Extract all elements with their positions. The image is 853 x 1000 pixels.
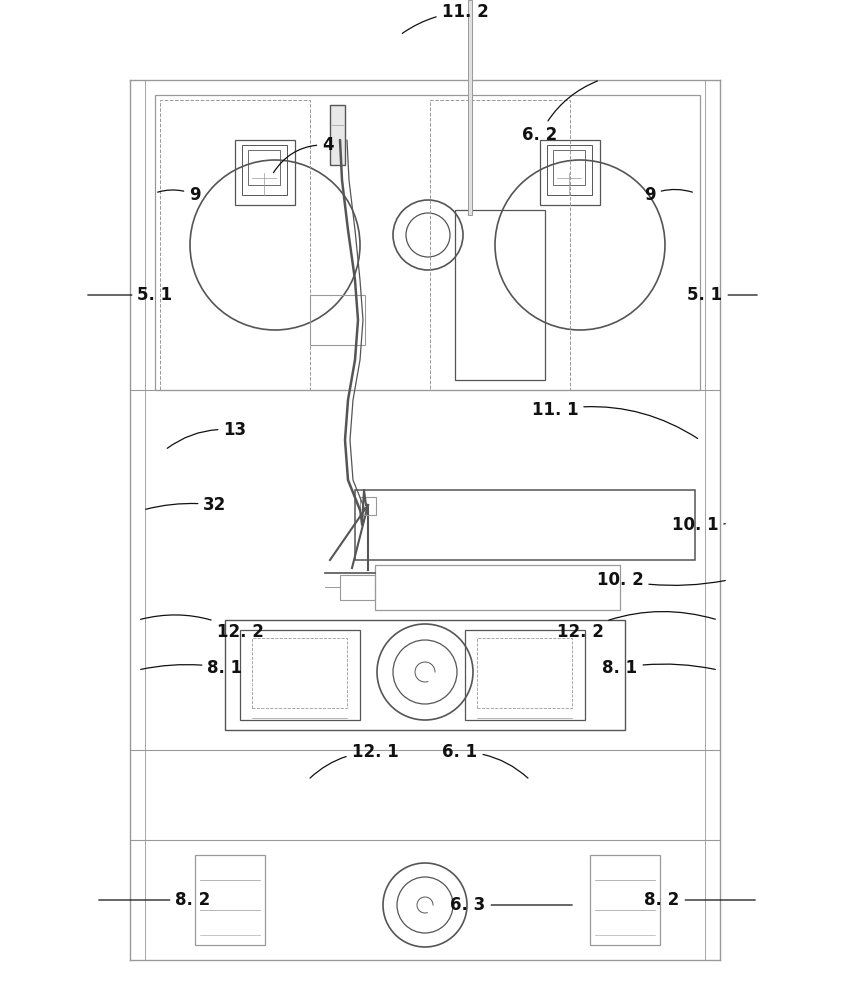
Bar bbox=[464, 630, 584, 720]
Bar bbox=[553, 150, 584, 185]
Text: 9: 9 bbox=[158, 186, 200, 204]
Bar bbox=[547, 145, 591, 195]
Text: 8. 1: 8. 1 bbox=[601, 659, 715, 677]
Bar bbox=[154, 95, 699, 390]
Bar bbox=[477, 638, 572, 708]
Bar bbox=[339, 575, 374, 600]
Text: 6. 1: 6. 1 bbox=[442, 743, 527, 778]
Bar bbox=[589, 855, 659, 945]
Bar bbox=[374, 565, 619, 610]
Bar bbox=[310, 295, 364, 345]
Text: 6. 2: 6. 2 bbox=[522, 81, 597, 144]
Bar bbox=[252, 638, 346, 708]
Text: 8. 2: 8. 2 bbox=[99, 891, 211, 909]
Text: 11. 1: 11. 1 bbox=[531, 401, 697, 438]
Text: 13: 13 bbox=[167, 421, 247, 448]
Bar bbox=[247, 150, 280, 185]
Bar bbox=[224, 620, 624, 730]
Bar bbox=[467, 0, 472, 215]
Bar bbox=[160, 100, 310, 390]
Bar bbox=[235, 140, 294, 205]
Text: 8. 1: 8. 1 bbox=[141, 659, 242, 677]
Text: 12. 2: 12. 2 bbox=[556, 612, 715, 641]
Bar bbox=[360, 497, 375, 515]
Text: 4: 4 bbox=[273, 136, 334, 173]
Text: 9: 9 bbox=[643, 186, 692, 204]
Text: 5. 1: 5. 1 bbox=[687, 286, 757, 304]
Bar bbox=[455, 210, 544, 380]
Bar bbox=[539, 140, 600, 205]
Bar bbox=[241, 145, 287, 195]
Text: 12. 1: 12. 1 bbox=[310, 743, 397, 778]
Text: 10. 2: 10. 2 bbox=[596, 571, 724, 589]
Bar bbox=[430, 100, 569, 390]
Text: 32: 32 bbox=[146, 496, 226, 514]
Text: 6. 3: 6. 3 bbox=[450, 896, 572, 914]
Text: 5. 1: 5. 1 bbox=[88, 286, 172, 304]
Bar bbox=[194, 855, 264, 945]
Bar bbox=[355, 490, 694, 560]
Text: 10. 1: 10. 1 bbox=[671, 516, 724, 534]
Text: 12. 2: 12. 2 bbox=[141, 615, 263, 641]
Bar bbox=[329, 105, 345, 165]
Bar bbox=[240, 630, 360, 720]
Text: 11. 2: 11. 2 bbox=[402, 3, 488, 33]
Text: 8. 2: 8. 2 bbox=[644, 891, 754, 909]
